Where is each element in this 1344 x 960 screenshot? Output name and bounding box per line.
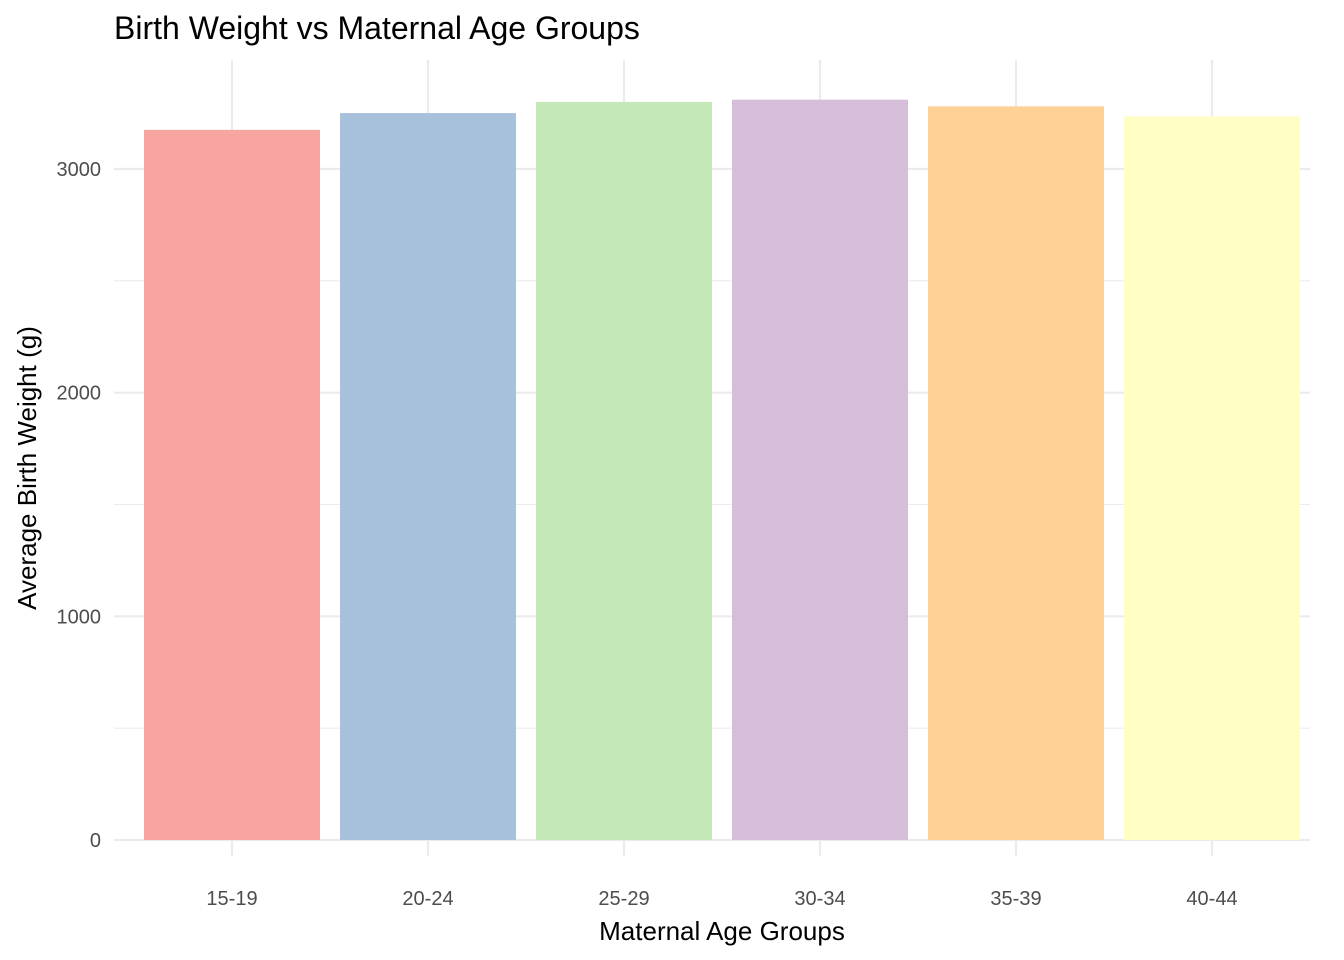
x-tick-label: 30-34 bbox=[794, 888, 845, 910]
bar-25-29 bbox=[536, 101, 712, 840]
y-tick-labels: 0 1000 2000 3000 bbox=[57, 159, 102, 852]
x-tick-label: 20-24 bbox=[402, 888, 453, 910]
x-tick-labels: 15-19 20-24 25-29 30-34 35-39 40-44 bbox=[206, 888, 1237, 910]
y-tick-label: 0 bbox=[90, 830, 101, 852]
bar-30-34 bbox=[732, 99, 908, 840]
bar-15-19 bbox=[144, 129, 320, 840]
y-axis-title: Average Birth Weight (g) bbox=[12, 326, 42, 610]
x-tick-label: 40-44 bbox=[1186, 888, 1237, 910]
x-tick-label: 35-39 bbox=[990, 888, 1041, 910]
y-tick-label: 2000 bbox=[57, 383, 102, 405]
y-tick-label: 3000 bbox=[57, 159, 102, 181]
bar-35-39 bbox=[928, 106, 1104, 840]
chart-title: Birth Weight vs Maternal Age Groups bbox=[114, 10, 640, 46]
x-tick-label: 25-29 bbox=[598, 888, 649, 910]
bars bbox=[144, 99, 1300, 841]
bar-20-24 bbox=[340, 113, 516, 841]
x-tick-label: 15-19 bbox=[206, 888, 257, 910]
bar-40-44 bbox=[1124, 116, 1300, 840]
y-tick-label: 1000 bbox=[57, 606, 102, 628]
x-axis-title: Maternal Age Groups bbox=[599, 916, 845, 946]
